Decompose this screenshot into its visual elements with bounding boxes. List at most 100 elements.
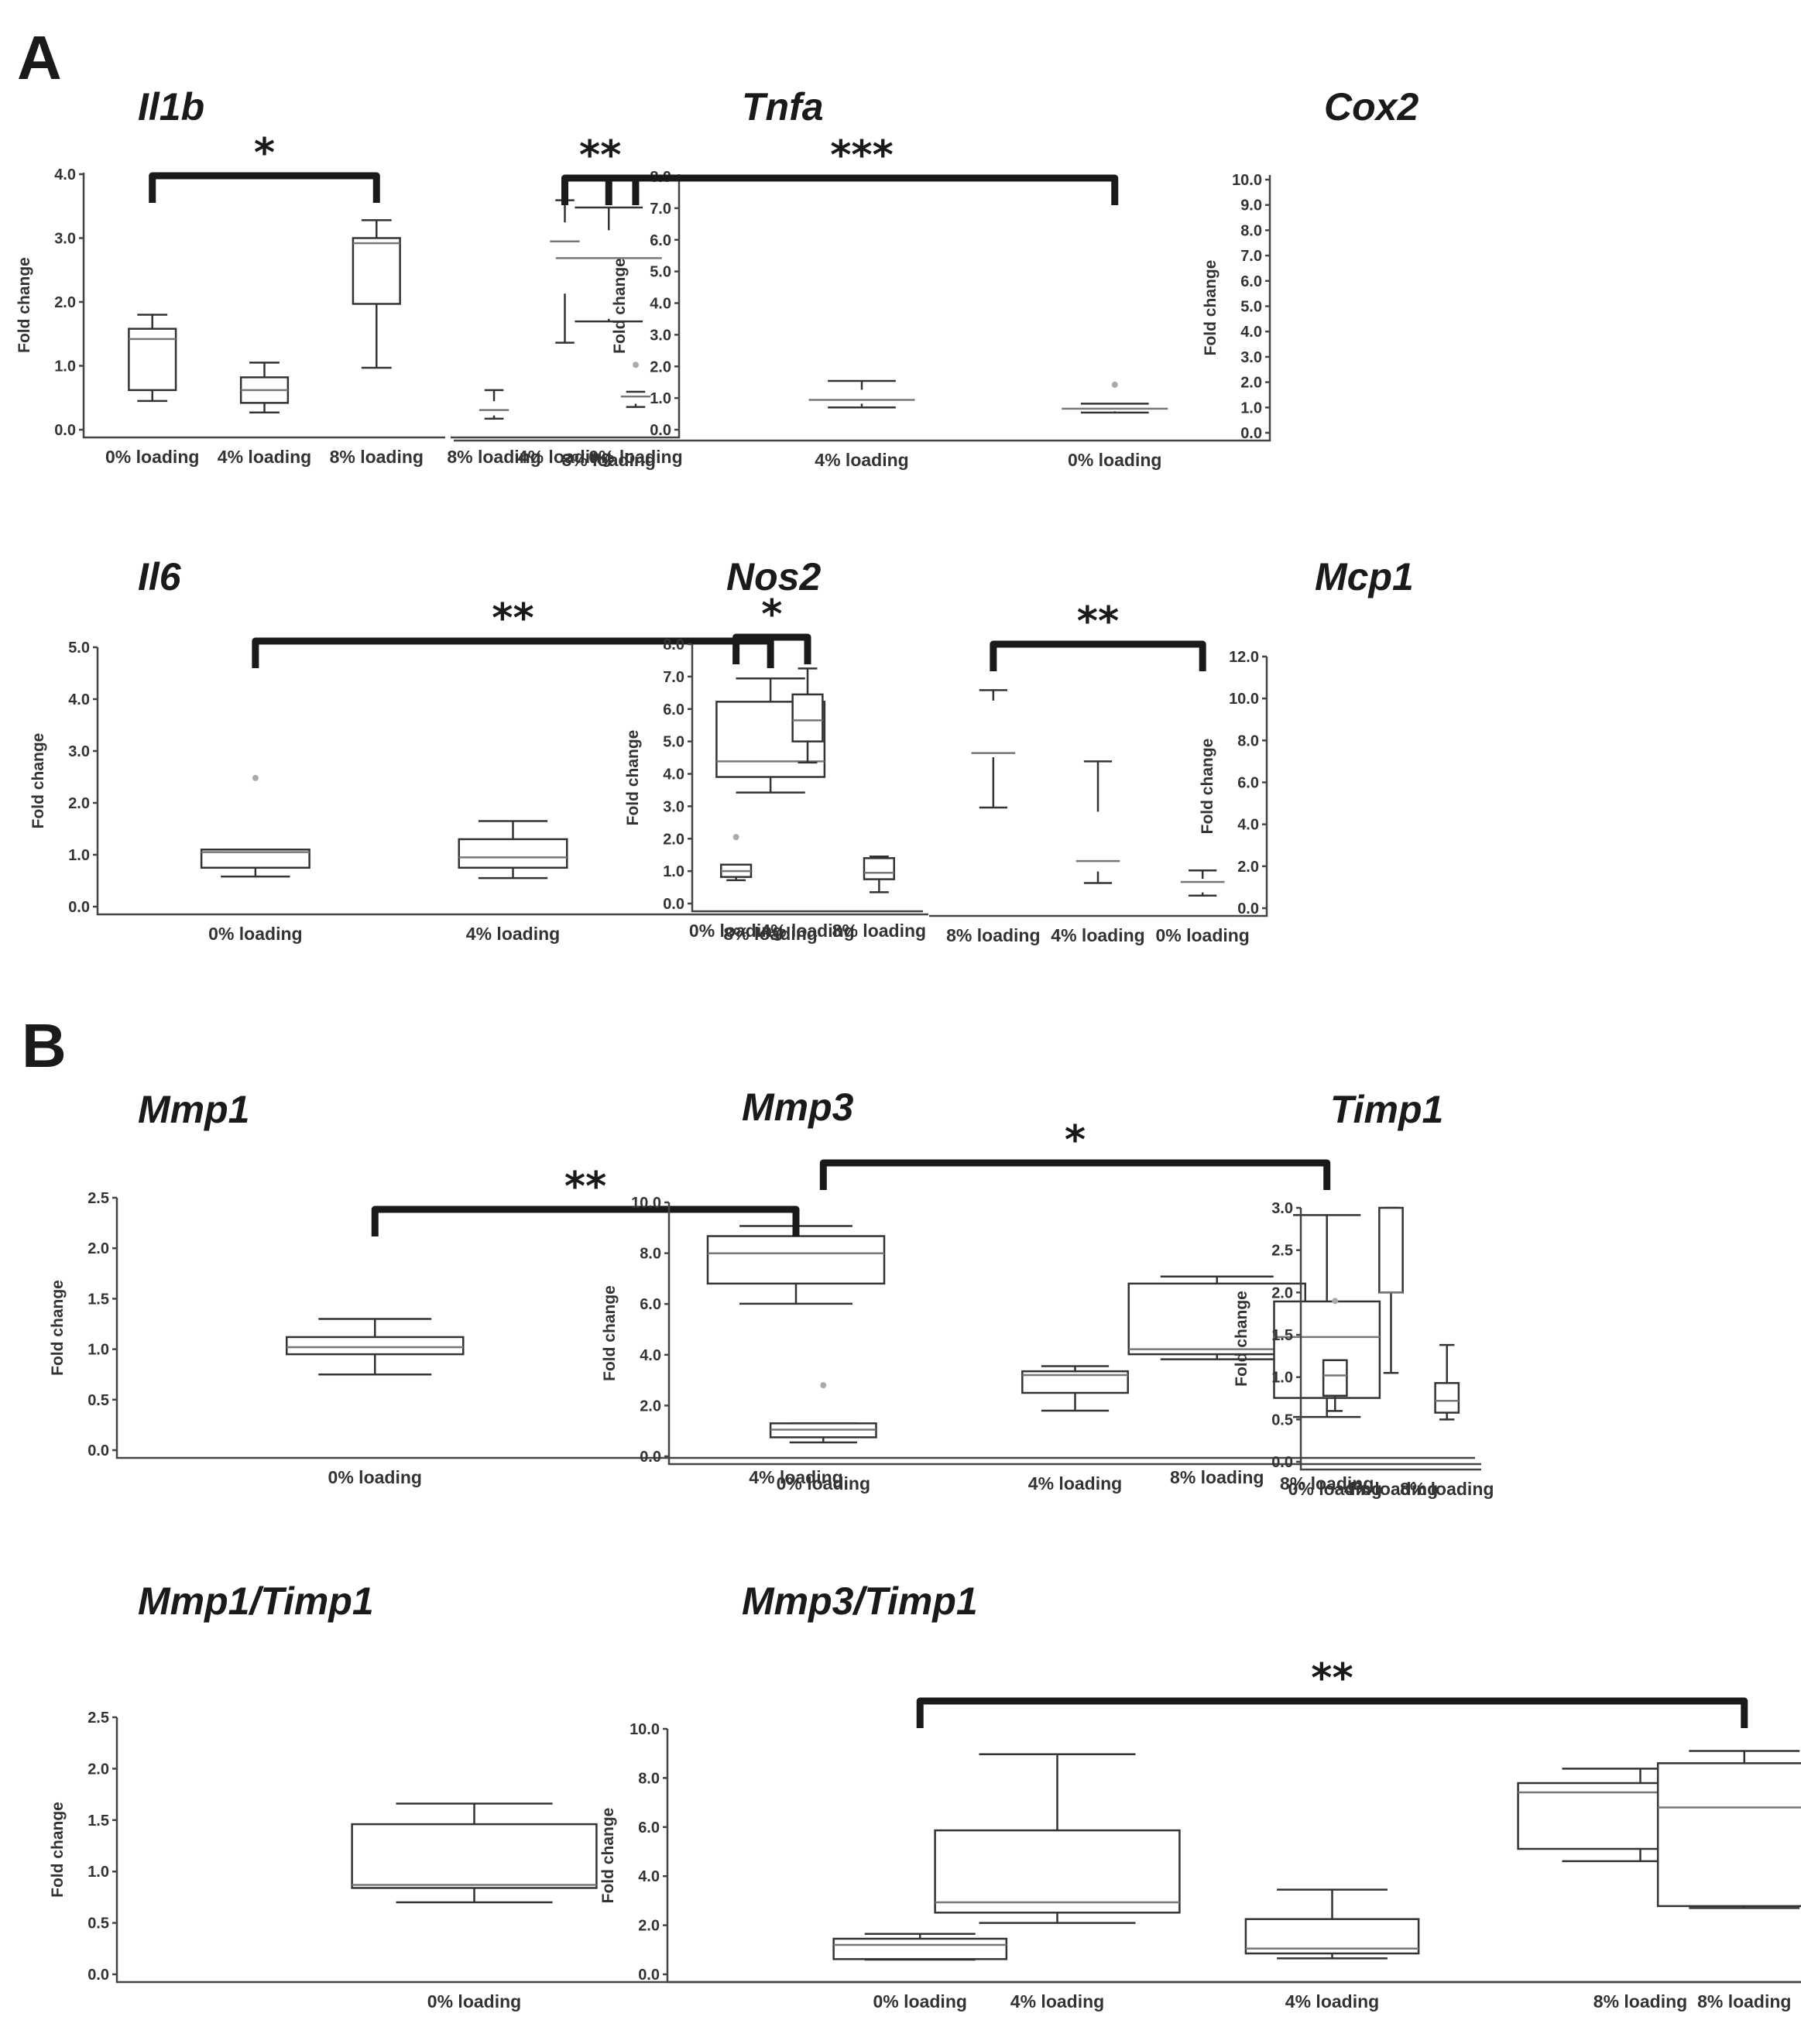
y-tick-label: 4.0 [638, 1868, 660, 1885]
y-tick-label: 1.0 [1271, 1370, 1293, 1387]
box-1 [808, 379, 915, 409]
y-tick-label: 10.0 [1232, 172, 1262, 189]
y-tick-label: 4.0 [663, 766, 684, 784]
x-category-label: 4% loading [1051, 925, 1144, 945]
y-axis-label: Fold change [1199, 739, 1216, 835]
box-2 [555, 206, 662, 323]
chart-timp1: Timp1 0.0 0.5 1.0 1.5 2.0 2.5 3.0 Fold change 0% … [1233, 1088, 1494, 1499]
y-tick-label: 1.0 [650, 390, 671, 407]
box-1 [458, 820, 568, 880]
y-tick-label: 6.0 [640, 1296, 661, 1313]
y-axis-label: Fold change [1202, 260, 1220, 356]
y-tick-label: 9.0 [1240, 197, 1262, 214]
y-tick-label: 0.0 [650, 422, 671, 439]
chart-cox2: Cox2 0.0 1.0 2.0 3.0 4.0 5.0 6.0 7.0 8.0 9.0 10.0 Fo… [454, 85, 1419, 470]
y-tick-label: 1.5 [87, 1813, 109, 1830]
y-tick-label: 3.0 [650, 327, 671, 344]
y-tick-label: 4.0 [68, 691, 90, 708]
box-0 [286, 1318, 465, 1376]
iqr-box [706, 1235, 886, 1285]
x-category-label: 8% loading [1593, 1991, 1687, 2011]
x-category-label: 4% loading [1010, 1991, 1104, 2011]
box-2 [1656, 1750, 1801, 1909]
chart-title: Nos2 [726, 555, 821, 598]
iqr-box [1656, 1762, 1801, 1908]
significance-label: * [1065, 1117, 1086, 1164]
significance-label: ** [564, 1164, 606, 1210]
y-tick-label: 1.5 [1271, 1327, 1293, 1344]
x-category-label: 0% loading [777, 1473, 870, 1494]
outlier-point [632, 362, 639, 369]
iqr-box [458, 838, 568, 869]
y-tick-label: 10.0 [631, 1195, 661, 1212]
box-0 [200, 774, 310, 878]
box-0 [832, 1933, 1008, 1961]
box-2 [1127, 1275, 1306, 1360]
outlier-point [1332, 1298, 1339, 1305]
box-0 [1180, 869, 1225, 897]
y-tick-label: 6.0 [638, 1819, 660, 1837]
box-1 [239, 362, 290, 413]
chart-title: Cox2 [1324, 85, 1419, 129]
x-category-label: 8% loading [1170, 1467, 1264, 1487]
significance-bracket [732, 633, 811, 664]
y-tick-label: 1.0 [87, 1864, 109, 1881]
iqr-box [934, 1829, 1181, 1914]
significance-bracket [149, 172, 380, 203]
chart-il1b: Il1b 0.0 1.0 2.0 3.0 4.0 Fold change 0% loading… [15, 85, 445, 467]
y-tick-label: 0.0 [1271, 1454, 1293, 1471]
box-2 [1434, 1343, 1460, 1421]
chart-title: Il6 [138, 555, 182, 598]
x-category-label: 4% loading [218, 447, 311, 467]
y-tick-label: 2.0 [1240, 375, 1262, 392]
y-tick-label: 1.0 [87, 1342, 109, 1359]
y-tick-label: 8.0 [640, 1246, 661, 1263]
x-category-label: 0% loading [588, 447, 682, 467]
iqr-box [286, 1336, 465, 1356]
y-tick-label: 2.0 [640, 1398, 661, 1415]
y-tick-label: 6.0 [663, 701, 684, 718]
x-category-label: 8% loading [1697, 1991, 1791, 2011]
x-category-label: 8% loading [330, 447, 424, 467]
axis-lines [451, 174, 681, 439]
axis-lines [691, 644, 923, 913]
y-axis-label: Fold change [599, 1808, 617, 1904]
outlier-point [1111, 381, 1118, 388]
outlier-point [732, 834, 739, 841]
y-axis-label: Fold change [624, 730, 642, 826]
outlier-point [252, 774, 259, 781]
y-tick-label: 0.0 [1240, 425, 1262, 442]
y-tick-label: 3.0 [1240, 349, 1262, 366]
y-tick-label: 8.0 [1237, 732, 1259, 749]
y-tick-label: 1.0 [1240, 400, 1262, 417]
x-category-label: 8% loading [832, 921, 926, 941]
significance-label: * [761, 592, 782, 638]
y-tick-label: 7.0 [663, 669, 684, 686]
y-tick-label: 2.0 [87, 1240, 109, 1257]
chart-il6: Il6 0.0 1.0 2.0 3.0 4.0 5.0 Fold change 0% loadi… [29, 555, 928, 944]
y-tick-label: 2.0 [1237, 859, 1259, 876]
significance-label: ** [492, 595, 533, 642]
y-tick-label: 10.0 [1229, 691, 1259, 708]
y-tick-label: 0.5 [87, 1915, 109, 1933]
y-tick-label: 8.0 [1240, 222, 1262, 239]
significance-bracket [252, 637, 774, 668]
y-tick-label: 3.0 [663, 798, 684, 815]
y-tick-label: 2.5 [87, 1190, 109, 1207]
x-category-label: 0% loading [328, 1467, 422, 1487]
y-tick-label: 1.0 [54, 358, 76, 376]
y-tick-label: 0.0 [68, 899, 90, 916]
significance-bracket [916, 1697, 1748, 1728]
box-0 [620, 362, 651, 408]
box-1 [934, 1753, 1181, 1924]
y-axis-label: Fold change [49, 1802, 67, 1898]
y-tick-label: 5.0 [68, 640, 90, 657]
y-tick-label: 10.0 [629, 1721, 660, 1738]
y-tick-label: 3.0 [68, 743, 90, 760]
y-tick-label: 1.0 [68, 847, 90, 864]
chart-title: Mmp3/Timp1 [742, 1579, 978, 1623]
chart-mmp3: Mmp3 0.0 2.0 4.0 6.0 8.0 10.0 Fold change 0% loa… [601, 1085, 1481, 1494]
y-tick-label: 12.0 [1229, 649, 1259, 666]
